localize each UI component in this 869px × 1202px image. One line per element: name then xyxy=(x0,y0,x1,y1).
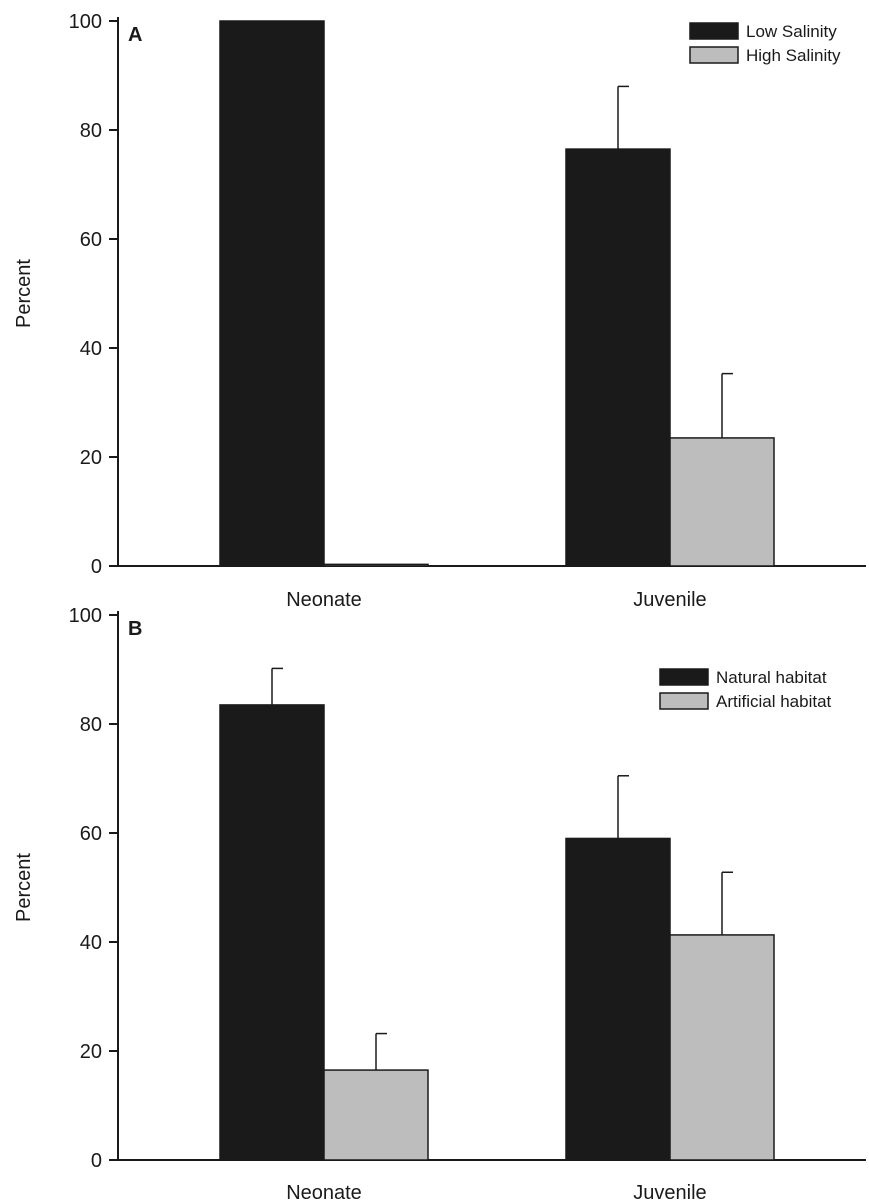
x-tick-label: Neonate xyxy=(286,589,362,611)
x-tick-label: Neonate xyxy=(286,1182,362,1202)
x-tick-label: Juvenile xyxy=(633,1182,706,1202)
y-tick-label: 80 xyxy=(80,714,102,736)
y-tick-label: 20 xyxy=(80,1041,102,1063)
panel-label: A xyxy=(128,24,142,46)
y-axis-label: Percent xyxy=(13,259,35,328)
bar xyxy=(565,837,671,1161)
y-tick-label: 100 xyxy=(69,605,102,627)
panel-label: B xyxy=(128,618,142,640)
y-axis-label: Percent xyxy=(13,853,35,922)
y-tick-label: 60 xyxy=(80,823,102,845)
y-tick-label: 0 xyxy=(91,556,102,578)
legend-swatch xyxy=(659,692,709,710)
y-tick-label: 0 xyxy=(91,1150,102,1172)
bar xyxy=(219,20,325,567)
legend-swatch xyxy=(659,668,709,686)
bar xyxy=(669,437,775,567)
bar xyxy=(565,148,671,567)
y-tick-label: 80 xyxy=(80,120,102,142)
panel-b: 0 20 40 60 80 100 Percent B Neonate Juvenile Natur… xyxy=(13,605,866,1202)
legend-swatch xyxy=(689,46,739,64)
legend-swatch xyxy=(689,22,739,40)
panel-a: 0 20 40 60 80 100 Percent A Neonate Juvenile Low S… xyxy=(13,11,866,611)
y-tick-label: 40 xyxy=(80,338,102,360)
legend-label: Low Salinity xyxy=(746,22,837,41)
y-tick-label: 60 xyxy=(80,229,102,251)
bar xyxy=(219,704,325,1161)
legend-label: High Salinity xyxy=(746,46,841,65)
y-tick-label: 40 xyxy=(80,932,102,954)
y-tick-label: 20 xyxy=(80,447,102,469)
bar xyxy=(323,563,429,567)
bar xyxy=(323,1069,429,1161)
bar xyxy=(669,934,775,1161)
legend-label: Natural habitat xyxy=(716,668,827,687)
x-tick-label: Juvenile xyxy=(633,589,706,611)
legend-label: Artificial habitat xyxy=(716,692,832,711)
y-tick-label: 100 xyxy=(69,11,102,33)
